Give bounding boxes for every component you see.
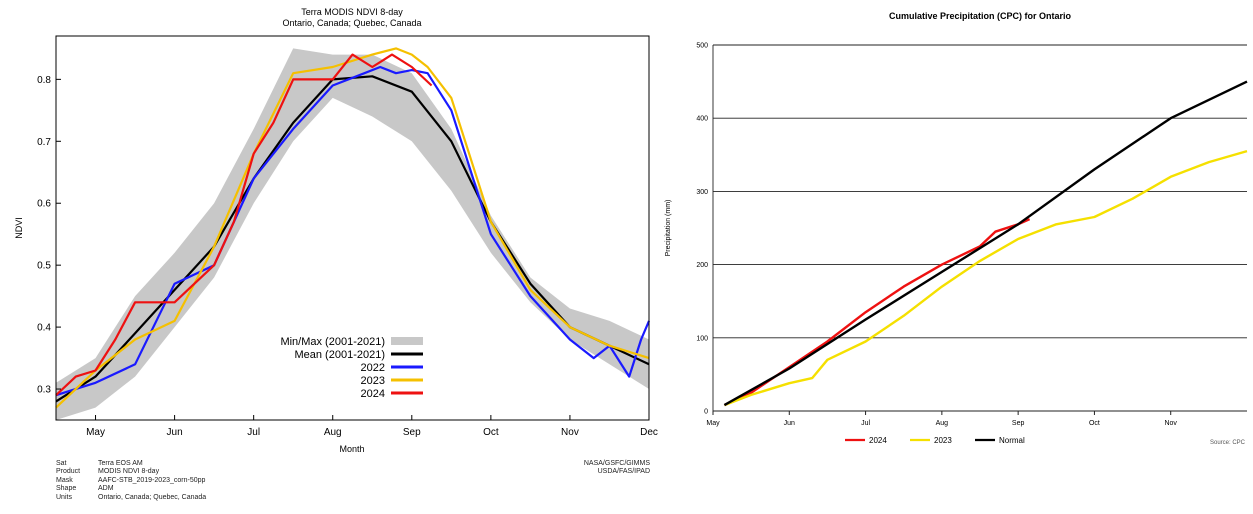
meta-label: Mask [56,476,73,484]
y-tick-label: 100 [696,335,708,342]
source-note: Source: CPC [1210,440,1246,446]
legend-swatch [391,337,423,345]
credit-line: USDA/FAS/IPAD [597,468,650,476]
x-tick-label: May [706,420,720,427]
meta-row-units: Units Ontario, Canada; Quebec, Canada [56,494,206,502]
meta-row-sat: Sat Terra EOS AM [56,460,206,468]
credit-line: NASA/GSFC/GIMMS [583,460,650,467]
meta-row-product: Product MODIS NDVI 8-day [56,468,206,476]
meta-label: Units [56,493,72,501]
chart-title: Cumulative Precipitation (CPC) for Ontar… [889,11,1072,21]
y-tick-label: 0.5 [37,261,51,272]
x-tick-label: Nov [561,427,579,438]
data-credits: NASA/GSFC/GIMMS USDA/FAS/IPAD [520,460,650,477]
legend-label: 2022 [361,362,385,374]
meta-value: Ontario, Canada; Quebec, Canada [98,493,207,501]
meta-row-shape: Shape ADM [56,485,206,493]
y-tick-label: 300 [696,189,708,196]
series-line-2023 [723,149,1248,407]
chart-title: Terra MODIS NDVI 8-day [301,7,403,17]
x-tick-label: Jul [861,420,870,427]
meta-label: Sat [56,460,67,467]
legend-label: 2023 [361,375,385,387]
legend-label: 2023 [934,436,952,445]
meta-value: Terra EOS AM [98,460,143,467]
y-axis-label: Precipitation (mm) [665,200,672,257]
y-tick-label: 0.7 [37,137,51,148]
plot-frame [55,35,650,421]
x-tick-label: Oct [483,427,499,438]
x-tick-label: Aug [324,427,342,438]
series-line-2022 [55,65,651,397]
min-max-band [56,48,649,421]
legend-label: Min/Max (2001-2021) [280,336,385,348]
x-tick-label: Oct [1089,420,1100,427]
x-tick-label: Jun [784,420,795,427]
meta-label: Product [56,468,81,476]
y-tick-label: 0.4 [37,323,51,334]
precipitation-chart: Cumulative Precipitation (CPC) for Ontar… [665,11,1248,446]
series-line-2023 [55,47,650,409]
x-axis-label: Month [339,444,364,454]
x-tick-label: Nov [1164,420,1177,427]
legend-label: Mean (2001-2021) [294,349,385,361]
x-tick-label: May [86,427,105,438]
y-tick-label: 0 [704,409,708,416]
legend-label: 2024 [869,436,887,445]
x-tick-label: Aug [936,420,949,427]
x-tick-label: Sep [403,427,421,438]
legend-label: 2024 [361,388,385,400]
series-line-2024 [55,53,433,397]
meta-value: MODIS NDVI 8-day [98,468,160,476]
meta-value: ADM [98,485,114,493]
y-tick-label: 200 [696,262,708,269]
chart-metadata: Sat Terra EOS AM Product MODIS NDVI 8-da… [56,460,206,502]
x-tick-label: Dec [640,427,658,438]
y-tick-label: 0.8 [37,75,51,86]
x-tick-label: Jun [167,427,183,438]
x-tick-label: Jul [247,427,260,438]
y-tick-label: 0.6 [37,199,51,210]
y-tick-label: 0.3 [37,385,51,396]
y-axis-label: NDVI [14,217,24,239]
chart-subtitle: Ontario, Canada; Quebec, Canada [282,18,421,28]
meta-row-mask: Mask AAFC-STB_2019-2023_corn-50pp [56,477,206,485]
series-line-normal [723,80,1248,407]
y-tick-label: 400 [696,116,708,123]
x-tick-label: Sep [1012,420,1025,427]
legend-label: Normal [999,436,1025,445]
y-tick-label: 500 [696,43,708,50]
meta-value: AAFC-STB_2019-2023_corn-50pp [98,476,206,484]
meta-label: Shape [56,485,77,493]
